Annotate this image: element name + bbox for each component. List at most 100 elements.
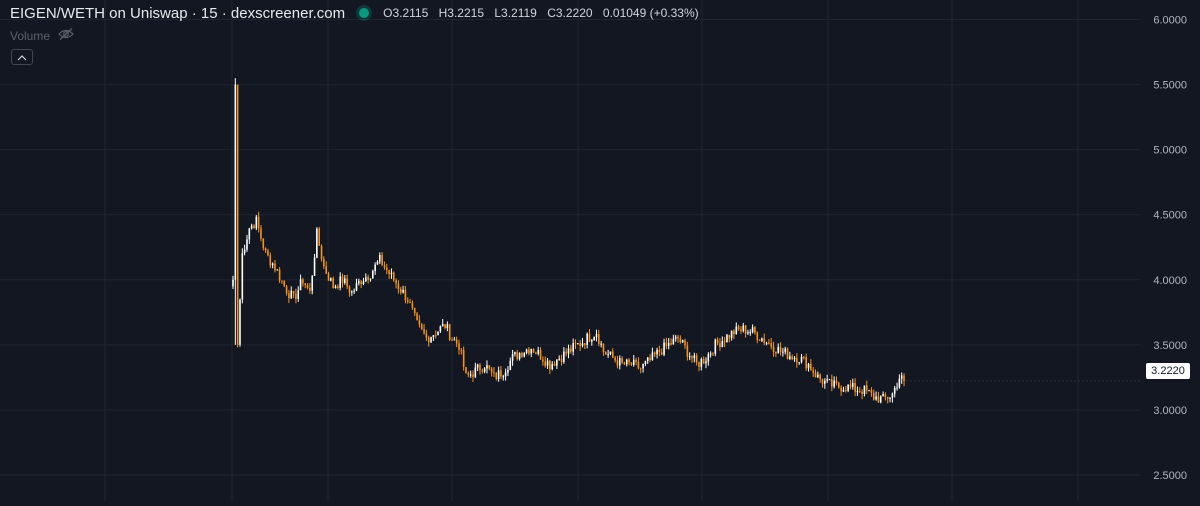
candle-body bbox=[572, 343, 574, 352]
candle-body bbox=[751, 327, 754, 333]
candle-body bbox=[812, 370, 814, 373]
candle-body bbox=[691, 356, 693, 359]
candle-body bbox=[323, 259, 325, 267]
candle-body bbox=[667, 343, 670, 346]
open-value: O3.2115 bbox=[383, 6, 429, 20]
candle-body bbox=[742, 325, 745, 332]
candle-body bbox=[784, 348, 787, 352]
candle-body bbox=[851, 382, 854, 387]
candle-body bbox=[239, 299, 241, 345]
candle-body bbox=[365, 277, 367, 282]
candle-body bbox=[351, 291, 353, 293]
candle-body bbox=[677, 336, 679, 339]
candle-body bbox=[842, 389, 845, 392]
candle-body bbox=[397, 283, 400, 290]
candle-body bbox=[893, 387, 896, 394]
candle-body bbox=[488, 365, 491, 369]
candle-body bbox=[241, 253, 244, 300]
candle-body bbox=[486, 365, 488, 369]
candle-body bbox=[311, 275, 314, 291]
candle-body bbox=[856, 391, 859, 393]
candle-body bbox=[607, 354, 609, 356]
candle-body bbox=[791, 356, 793, 360]
candle-body bbox=[262, 238, 265, 249]
candle-body bbox=[698, 362, 700, 367]
candle-body bbox=[819, 374, 821, 380]
candle-body bbox=[702, 359, 705, 364]
candle-body bbox=[281, 280, 283, 282]
candle-body bbox=[535, 352, 537, 354]
candle-body bbox=[653, 352, 656, 355]
candle-body bbox=[542, 359, 544, 362]
candle-body bbox=[581, 343, 584, 346]
candle-body bbox=[707, 354, 710, 362]
candle-body bbox=[684, 340, 686, 346]
candle-body bbox=[278, 269, 281, 281]
collapse-button[interactable] bbox=[11, 49, 33, 65]
candle-body bbox=[306, 285, 309, 288]
candle-body bbox=[889, 397, 891, 399]
candle-body bbox=[574, 343, 577, 345]
candle-body bbox=[749, 332, 752, 334]
candle-body bbox=[290, 290, 293, 299]
candle-body bbox=[614, 357, 616, 361]
candle-body bbox=[413, 308, 416, 314]
candle-body bbox=[507, 369, 509, 373]
candle-body bbox=[271, 263, 274, 266]
candle-body bbox=[395, 280, 397, 284]
last-price-label: 3.2220 bbox=[1146, 363, 1190, 379]
candle-body bbox=[793, 357, 796, 360]
candle-body bbox=[432, 335, 435, 338]
candle-body bbox=[567, 348, 570, 354]
candle-body bbox=[304, 283, 307, 286]
candle-body bbox=[865, 385, 868, 391]
candle-body bbox=[709, 353, 712, 355]
candle-body bbox=[844, 389, 847, 391]
market-status-dot bbox=[359, 8, 370, 18]
candle-body bbox=[372, 271, 374, 279]
candle-body bbox=[490, 368, 493, 373]
candle-body bbox=[549, 360, 551, 370]
symbol-legend: EIGEN/WETH on Uniswap · 15 · dexscreener… bbox=[10, 4, 706, 22]
symbol-title[interactable]: EIGEN/WETH on Uniswap · 15 · dexscreener… bbox=[10, 4, 346, 22]
candle-body bbox=[546, 360, 549, 366]
candle-body bbox=[525, 349, 528, 353]
candle-body bbox=[642, 363, 644, 369]
candle-body bbox=[621, 358, 623, 363]
candle-body bbox=[390, 272, 393, 274]
candle-body bbox=[299, 279, 302, 291]
candle-body bbox=[558, 358, 560, 360]
candle-body bbox=[476, 364, 479, 368]
candle-body bbox=[628, 359, 630, 363]
candle-body bbox=[658, 349, 661, 353]
candle-body bbox=[518, 353, 521, 359]
price-axis: 6.0000 5.5000 5.0000 4.5000 4.0000 3.5000 3.00… bbox=[1153, 15, 1187, 482]
eye-off-icon[interactable] bbox=[58, 28, 74, 43]
candle-body bbox=[779, 346, 782, 352]
candle-body bbox=[509, 360, 512, 370]
candle-body bbox=[288, 293, 290, 299]
candle-body bbox=[411, 302, 414, 309]
candle-body bbox=[332, 278, 334, 289]
candle-body bbox=[516, 352, 519, 359]
candle-body bbox=[826, 379, 828, 381]
candle-body bbox=[835, 380, 838, 383]
candle-body bbox=[896, 387, 898, 389]
candle-body bbox=[469, 374, 472, 376]
candle-body bbox=[253, 225, 255, 229]
candle-body bbox=[325, 266, 327, 274]
candle-body bbox=[472, 374, 474, 377]
candle-body bbox=[777, 346, 780, 354]
candle-body bbox=[348, 286, 351, 293]
ohlc-values: O3.2115 H3.2215 L3.2119 C3.2220 0.01049 … bbox=[383, 6, 706, 20]
candle-body bbox=[264, 248, 267, 251]
candle-body bbox=[551, 363, 554, 370]
candle-body bbox=[705, 361, 707, 364]
candle-body bbox=[369, 278, 372, 280]
candle-body bbox=[327, 273, 330, 281]
candle-body bbox=[681, 340, 684, 343]
candle-body bbox=[392, 272, 395, 281]
candle-body bbox=[276, 269, 279, 271]
